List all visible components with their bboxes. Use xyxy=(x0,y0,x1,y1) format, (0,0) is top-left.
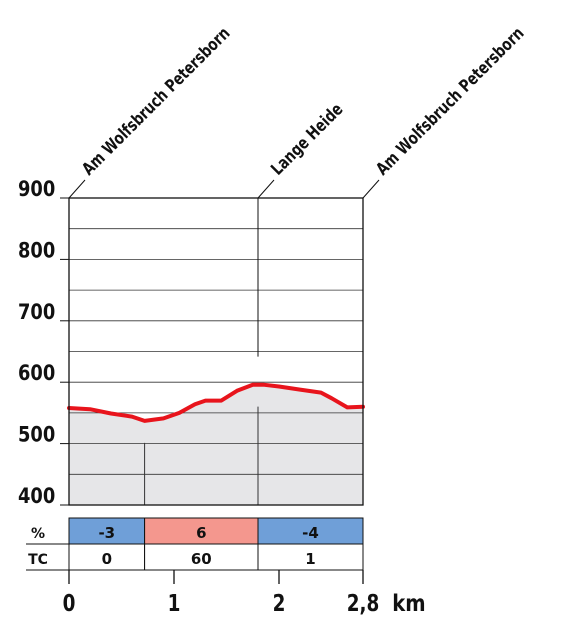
grade-value-1: 6 xyxy=(196,524,206,542)
y-tick-label-800: 800 xyxy=(18,238,55,263)
x-tick-label-2: 2 xyxy=(273,590,286,617)
tc-cell-0 xyxy=(68,543,146,571)
waypoint-leader-1 xyxy=(257,179,275,199)
waypoint-label-0: Am Wolfsbruch Petersborn xyxy=(78,23,234,179)
grade-value-2: -4 xyxy=(302,524,319,542)
tc-value-2: 1 xyxy=(305,550,315,568)
tc-row-label: TC xyxy=(28,552,48,568)
y-tick-label-400: 400 xyxy=(18,484,55,509)
grade-cell-2 xyxy=(257,517,364,545)
tc-cell-1 xyxy=(144,543,259,571)
waypoint-leader-2 xyxy=(362,179,380,199)
tc-value-0: 0 xyxy=(102,550,112,568)
plot-frame xyxy=(68,197,364,506)
x-tick-label-3: 2,8 xyxy=(347,590,380,617)
profile-line xyxy=(67,382,365,423)
waypoint-label-1: Lange Heide xyxy=(267,99,347,179)
tc-cell-2 xyxy=(257,543,364,571)
tc-value-1: 60 xyxy=(191,550,212,568)
y-tick-label-700: 700 xyxy=(18,299,55,324)
profile-area xyxy=(69,384,363,505)
grade-value-0: -3 xyxy=(98,524,115,542)
y-tick-label-500: 500 xyxy=(18,422,55,447)
waypoint-leader-0 xyxy=(68,179,86,199)
x-tick-label-0: 0 xyxy=(63,590,76,617)
x-tick-label-1: 1 xyxy=(168,590,181,617)
grade-row-label: % xyxy=(31,526,45,542)
waypoint-label-2: Am Wolfsbruch Petersborn xyxy=(372,23,528,179)
x-unit-label: km xyxy=(392,591,425,617)
y-tick-label-900: 900 xyxy=(18,177,55,202)
y-tick-label-600: 600 xyxy=(18,361,55,386)
